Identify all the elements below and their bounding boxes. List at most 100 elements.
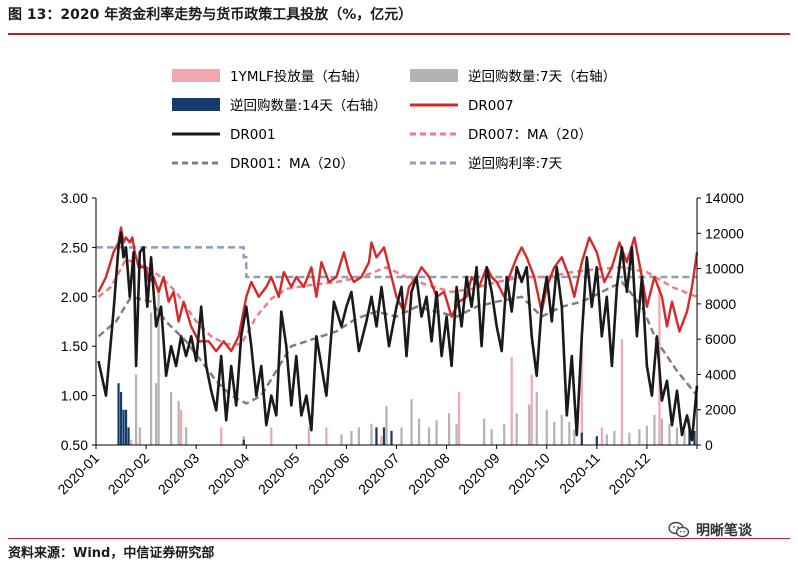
- bar-rr7: [535, 392, 538, 445]
- bar-mlf: [220, 427, 223, 445]
- bar-rr7: [138, 427, 141, 445]
- left-tick-label: 1.50: [61, 338, 88, 354]
- bar-rr14: [595, 436, 598, 445]
- legend-label: 逆回购数量:7天（右轴）: [468, 69, 616, 85]
- bar-mlf: [270, 427, 273, 445]
- x-tick-label: 2020-11: [556, 450, 603, 497]
- legend-label: 逆回购利率:7天: [468, 155, 563, 172]
- bar-rr7: [170, 392, 173, 445]
- x-tick-label: 2020-09: [455, 450, 503, 498]
- x-tick-label: 2020-04: [205, 450, 253, 498]
- bar-rr14: [119, 392, 123, 445]
- bar-rr14: [688, 427, 691, 445]
- bar-mlf: [380, 436, 383, 445]
- left-tick-label: 1.00: [61, 388, 88, 404]
- bar-rr7: [385, 406, 388, 445]
- bar-mlf: [325, 427, 328, 445]
- bar-rr14: [390, 430, 393, 445]
- legend-label: DR007: [468, 98, 514, 114]
- bar-rr7: [155, 383, 158, 445]
- bar-rr7: [447, 413, 451, 445]
- series-dr007: [97, 226, 699, 353]
- bar-rr14: [122, 409, 125, 445]
- bar-rr7: [340, 434, 343, 445]
- x-tick-label: 2020-06: [305, 450, 353, 498]
- bar-rr7: [410, 399, 413, 445]
- bar-rr7: [668, 423, 671, 445]
- x-tick-label: 2020-05: [255, 450, 303, 498]
- bar-rr7: [528, 404, 531, 445]
- chart: 1YMLF投放量（右轴） 逆回购数量:7天（右轴） 逆回购数量:14天（右轴） DR0…: [54, 69, 744, 498]
- x-tick-label: 2020-08: [405, 450, 453, 498]
- bar-rr7: [149, 312, 153, 445]
- bar-rr7: [435, 420, 438, 445]
- footer-rule: [8, 538, 790, 539]
- bar-mlf: [510, 356, 513, 445]
- bar-mlf: [129, 439, 133, 445]
- legend-label: DR007：MA（20）: [468, 127, 592, 143]
- bar-mlf: [307, 427, 310, 445]
- bar-rr7: [490, 429, 493, 445]
- bar-rr7: [427, 427, 431, 445]
- legend-swatch: [410, 69, 458, 82]
- lines: [96, 226, 699, 442]
- x-tick-label: 2020-01: [54, 450, 102, 498]
- bar-rr7: [134, 374, 138, 445]
- bar-rr7: [400, 427, 403, 445]
- bar-rr14: [382, 427, 386, 445]
- x-tick-label: 2020-12: [605, 450, 653, 498]
- bar-rr7: [350, 430, 353, 445]
- x-tick-label: 2020-02: [105, 450, 153, 498]
- bar-rr7: [613, 430, 616, 445]
- bar-rr7: [455, 423, 458, 445]
- right-tick-label: 6000: [705, 331, 736, 347]
- right-tick-label: 14000: [705, 190, 744, 206]
- bar-rr7: [653, 415, 656, 445]
- x-tick-label: 2020-07: [355, 450, 403, 498]
- bar-rr7: [628, 432, 631, 445]
- bar-mlf: [180, 409, 183, 445]
- left-tick-label: 2.50: [61, 239, 88, 255]
- bar-rr14: [375, 427, 378, 445]
- bars: [117, 286, 696, 445]
- bar-mlf: [620, 339, 623, 445]
- bar-rr7: [357, 427, 361, 445]
- bar-rr14: [580, 432, 583, 445]
- bar-rr7: [553, 422, 556, 445]
- bar-rr7: [370, 423, 373, 445]
- bar-mlf: [600, 427, 603, 445]
- bar-rr7: [157, 286, 160, 445]
- bar-rr14: [242, 439, 245, 445]
- right-tick-label: 10000: [705, 261, 744, 277]
- brand: 明晰笔谈: [668, 520, 752, 540]
- bar-rr7: [675, 427, 679, 445]
- brand-name: 明晰笔谈: [696, 523, 752, 539]
- bar-rr14: [693, 430, 696, 445]
- bar-mlf: [580, 339, 583, 445]
- chart-title: 图 13：2020 年资金利率走势与货币政策工具投放（%，亿元）: [8, 7, 413, 23]
- legend-swatch: [172, 69, 220, 82]
- bar-rr7: [503, 423, 506, 445]
- bar-rr7: [638, 429, 641, 445]
- right-tick-label: 0: [705, 437, 713, 453]
- bar-rr14: [117, 383, 120, 445]
- legend: 1YMLF投放量（右轴） 逆回购数量:7天（右轴） 逆回购数量:14天（右轴） DR0…: [172, 69, 616, 172]
- x-tick-label: 2020-10: [505, 450, 553, 498]
- legend-label: 逆回购数量:14天（右轴）: [230, 98, 387, 114]
- right-tick-label: 12000: [705, 225, 744, 241]
- bar-rr7: [568, 422, 571, 445]
- wechat-icon: [668, 521, 690, 538]
- bar-rr7: [573, 429, 576, 445]
- bar-rr7: [605, 434, 608, 445]
- right-tick-label: 4000: [705, 366, 736, 382]
- bar-rr7: [185, 427, 188, 445]
- source-note: 资料来源：Wind，中信证券研究部: [8, 546, 215, 561]
- bar-rr7: [483, 418, 486, 445]
- title-rule: [8, 33, 790, 35]
- bar-rr14: [124, 409, 128, 445]
- bar-mlf: [530, 374, 533, 445]
- bar-rr7: [560, 415, 563, 445]
- left-tick-label: 3.00: [61, 190, 88, 206]
- bar-rr7: [660, 418, 664, 445]
- right-tick-label: 2000: [705, 402, 736, 418]
